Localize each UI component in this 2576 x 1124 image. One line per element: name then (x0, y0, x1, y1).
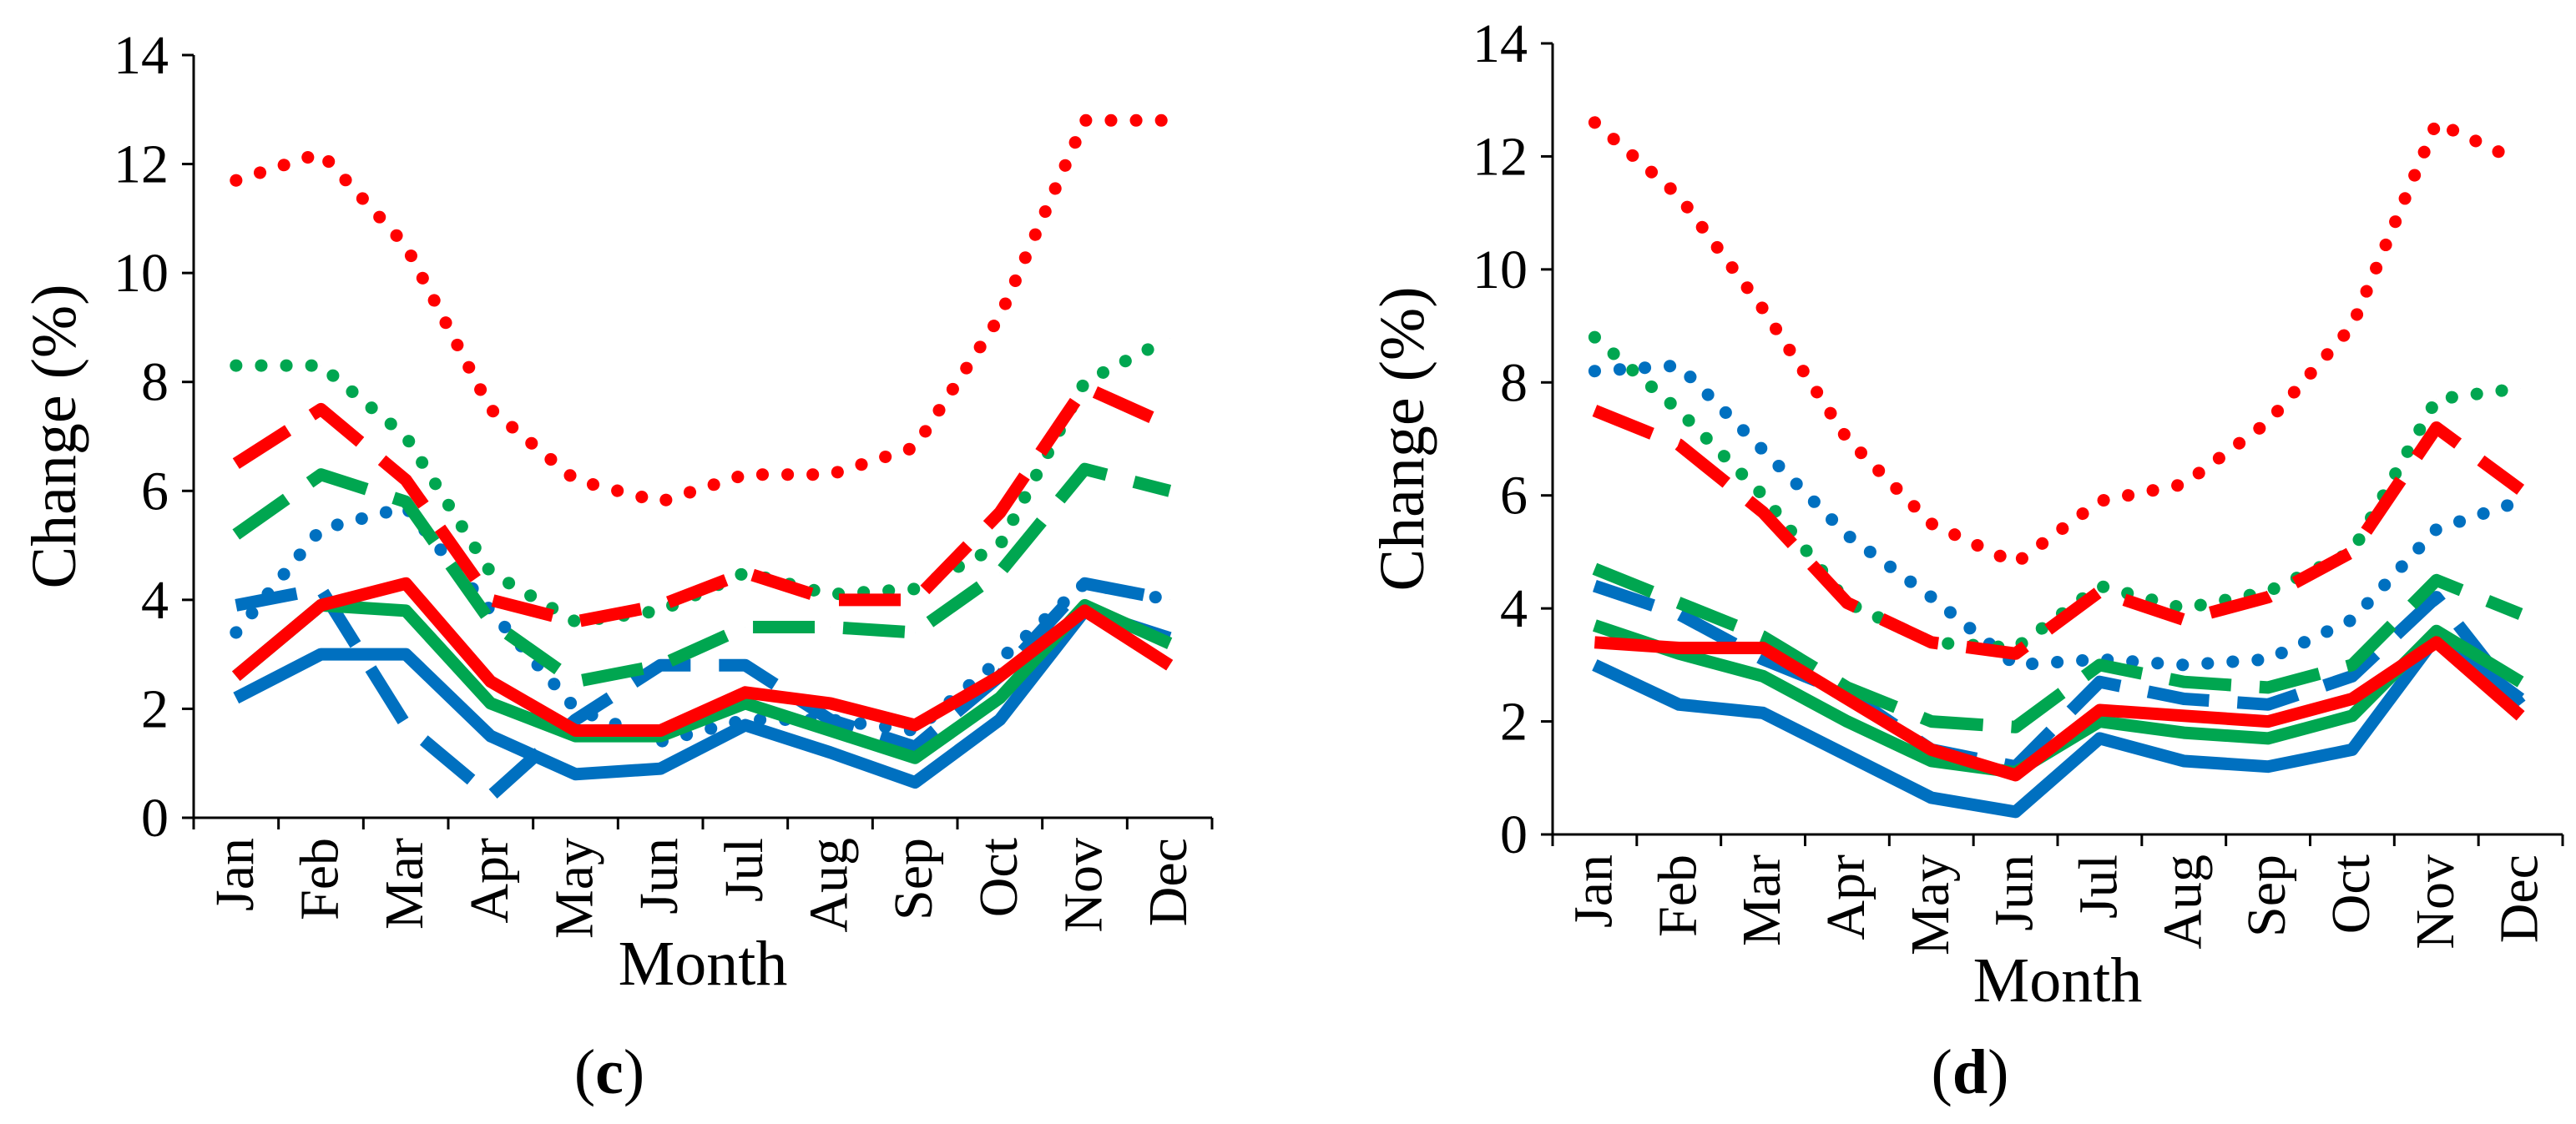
x-tick-label: Feb (1647, 854, 1708, 937)
y-tick-label: 4 (141, 570, 169, 631)
y-axis-title: Change (%) (1367, 286, 1437, 591)
y-tick-label: 8 (141, 352, 169, 413)
series-line-green-solid (231, 598, 1173, 764)
series-line-blue-solid (1592, 630, 2525, 819)
y-tick-label: 2 (141, 678, 169, 739)
x-tick-label: Jun (1984, 854, 2045, 931)
series-line-red-solid (231, 577, 1174, 737)
x-tick-label: Aug (799, 838, 860, 933)
y-tick-label: 6 (141, 461, 169, 522)
y-tick-label: 0 (141, 788, 169, 849)
x-tick-label: Mar (1731, 854, 1792, 946)
y-tick-label: 10 (1472, 239, 1528, 300)
series-line-green-dotted (1588, 330, 2528, 654)
y-tick-label: 10 (114, 243, 169, 304)
x-axis-title: Month (1973, 945, 2143, 1016)
x-tick-label: Apr (459, 838, 520, 924)
panel-label: (d) (1932, 1037, 2009, 1107)
series-line-green-dashed (232, 462, 1172, 688)
x-tick-label: May (544, 838, 605, 939)
series-line-green-dashed (1592, 562, 2523, 733)
y-tick-label: 14 (1472, 13, 1528, 74)
series-line-blue-dotted (1588, 359, 2528, 672)
series-line-red-dotted (230, 113, 1176, 508)
y-tick-label: 14 (114, 25, 169, 86)
chart-panel-d: 0 2 4 6 8 10 12 14 Jan Feb Mar Apr May Jun Jul Aug Sep Oc… (1367, 13, 2564, 1107)
y-tick-label: 8 (1500, 352, 1528, 413)
x-tick-label: Oct (968, 838, 1029, 917)
x-tick-label: Sep (883, 838, 944, 920)
series-line-blue-solid (233, 604, 1172, 789)
y-tick-label: 12 (1472, 126, 1528, 187)
x-tick-label: Jul (714, 838, 775, 902)
y-tick-label: 6 (1500, 466, 1528, 527)
x-tick-label: Oct (2321, 854, 2382, 934)
series-line-blue-dashed (1593, 579, 2526, 774)
x-tick-label: Dec (1138, 838, 1199, 926)
series-line-red-dashed (1592, 405, 2525, 660)
series-line-blue-dotted (230, 501, 1176, 748)
y-tick-label: 4 (1500, 578, 1528, 639)
x-tick-label: Apr (1816, 854, 1876, 940)
x-axis-title: Month (619, 929, 788, 999)
x-tick-label: Jul (2068, 854, 2129, 919)
x-tick-label: Aug (2152, 854, 2213, 950)
panel-label: (c) (574, 1037, 644, 1107)
chart-panel-c: 0 2 4 6 8 10 12 14 Jan Feb Mar Apr May Jun Jul Aug Sep Oc… (19, 25, 1214, 1107)
x-tick-label: Nov (1053, 838, 1114, 933)
series-line-red-dashed (232, 381, 1173, 628)
y-tick-label: 2 (1500, 692, 1528, 753)
x-tick-label: Jan (1563, 854, 1624, 928)
series-line-green-dotted (230, 332, 1176, 628)
series-line-red-solid (1594, 636, 2525, 782)
x-tick-label: Nov (2405, 854, 2466, 950)
x-tick-label: Dec (2489, 854, 2550, 943)
series-line-blue-dashed (235, 577, 1171, 803)
x-tick-label: Jan (205, 838, 265, 911)
y-tick-label: 12 (114, 134, 169, 195)
x-tick-label: Feb (290, 838, 351, 920)
x-tick-label: Jun (629, 838, 689, 915)
y-tick-label: 0 (1500, 804, 1528, 865)
series-line-red-dotted (1588, 116, 2528, 570)
x-tick-label: Mar (374, 838, 435, 930)
x-tick-label: May (1900, 854, 1961, 955)
x-tick-label: Sep (2236, 854, 2297, 937)
y-axis-title: Change (%) (19, 284, 89, 588)
